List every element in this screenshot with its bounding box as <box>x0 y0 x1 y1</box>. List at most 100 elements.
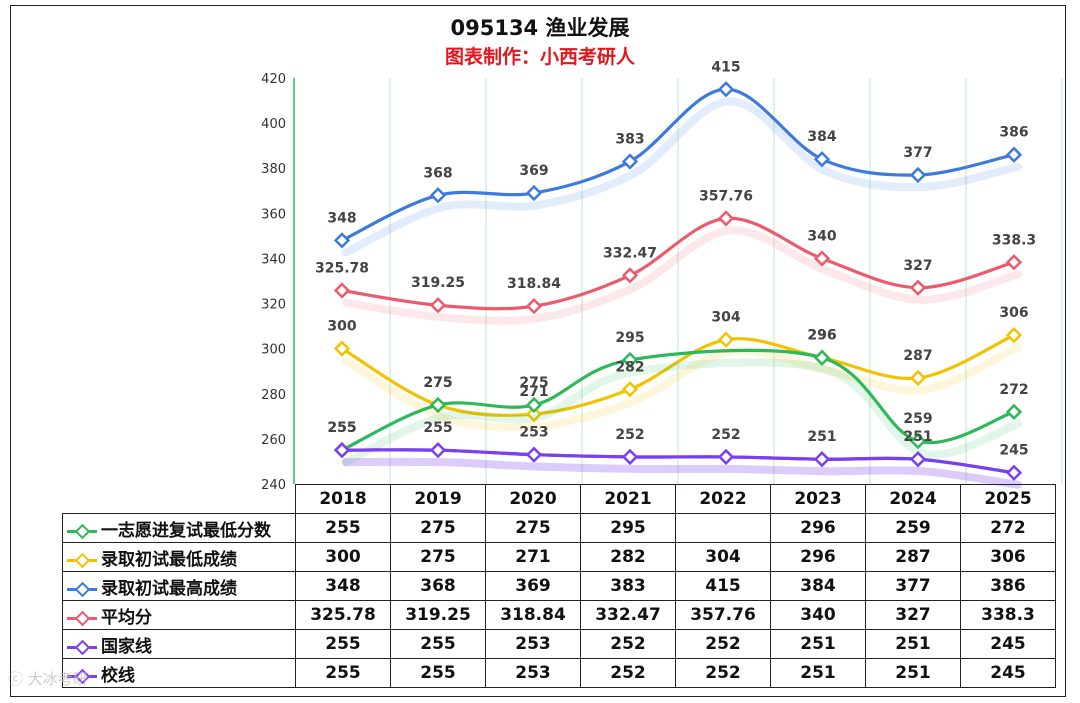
series-3-point <box>717 210 735 227</box>
table-row: 录取初试最高成绩 348 368 369 383 415 384 377 386 <box>62 571 1056 601</box>
series-layer <box>333 81 1023 489</box>
series-2-line <box>340 87 1016 242</box>
y-tick-label: 360 <box>261 207 286 222</box>
data-table: 2018 2019 2020 2021 2022 2023 2024 2025 一志愿进复试最… <box>62 484 1056 688</box>
series-0-data-label: 259 <box>903 411 932 427</box>
series-1-point <box>621 381 639 398</box>
chart-subtitle: 图表制作：小西考研人 <box>444 46 635 68</box>
table-cell <box>675 513 771 543</box>
series-4-data-label: 255 <box>327 420 356 436</box>
series-name: 一志愿进复试最低分数 <box>101 520 271 541</box>
series-4-point <box>621 448 639 466</box>
series-0-point <box>429 396 447 414</box>
legend-marker-icon <box>67 523 97 539</box>
series-3-data-label: 319.25 <box>411 275 465 291</box>
table-cell: 275 <box>485 513 581 543</box>
series-4-data-label: 255 <box>423 420 452 436</box>
table-cell: 304 <box>675 542 771 572</box>
table-cell: 384 <box>770 571 866 601</box>
table-cell: 271 <box>485 542 581 572</box>
table-column-header: 2022 <box>675 484 771 514</box>
table-cell: 255 <box>295 658 391 688</box>
series-4-line <box>340 448 1016 475</box>
series-name: 国家线 <box>101 636 152 657</box>
table-row-header: 校线 <box>62 658 296 688</box>
y-tick-label: 280 <box>261 388 286 403</box>
series-4-data-label: 245 <box>999 443 1028 459</box>
table-cell: 253 <box>485 658 581 688</box>
table-column-header: 2025 <box>960 484 1056 514</box>
series-2-point <box>909 166 927 184</box>
series-4-shadow <box>342 457 1022 489</box>
series-3-point <box>909 279 927 296</box>
series-1-point <box>717 331 735 348</box>
series-name: 录取初试最高成绩 <box>101 578 237 599</box>
series-3-data-label: 325.78 <box>315 261 369 277</box>
table-cell: 348 <box>295 571 391 601</box>
series-2-point <box>621 153 639 170</box>
chart-title: 095134 渔业发展 <box>450 16 630 40</box>
table-cell: 255 <box>390 658 486 688</box>
series-4-data-label: 253 <box>519 425 548 441</box>
table-row: 平均分 325.78 319.25 318.84 332.47 357.76 340 327 3… <box>62 600 1056 630</box>
table-cell: 327 <box>865 600 961 630</box>
table-cell: 338.3 <box>960 600 1056 630</box>
series-3-point <box>525 298 543 315</box>
series-2-data-label: 384 <box>807 129 836 145</box>
table-cell: 252 <box>675 658 771 688</box>
table-column-header: 2020 <box>485 484 581 514</box>
series-2-shadow <box>342 97 1022 257</box>
series-0-data-label: 296 <box>807 328 836 344</box>
table-cell: 252 <box>580 629 676 659</box>
table-row-header: 录取初试最低成绩 <box>62 542 296 572</box>
series-3-data-label: 327 <box>903 258 932 274</box>
table-cell: 368 <box>390 571 486 601</box>
table-cell: 255 <box>390 629 486 659</box>
series-0-data-label: 295 <box>615 330 644 346</box>
table-row: 国家线 255 255 253 252 252 251 251 245 <box>62 629 1056 659</box>
table-cell: 325.78 <box>295 600 391 630</box>
series-2-point <box>333 232 351 249</box>
table-column-header: 2024 <box>865 484 961 514</box>
series-3-data-label: 357.76 <box>699 188 753 204</box>
series-0-point <box>525 396 543 414</box>
legend-marker-icon <box>67 552 97 568</box>
table-cell: 252 <box>580 658 676 688</box>
table-cell: 251 <box>865 658 961 688</box>
table-cell: 275 <box>390 513 486 543</box>
grid-layer <box>293 78 1063 484</box>
series-5-shadow <box>342 457 1022 489</box>
series-2-point <box>1005 146 1023 163</box>
series-4-data-label: 251 <box>807 429 836 445</box>
table-cell: 383 <box>580 571 676 601</box>
series-1-point <box>525 405 543 423</box>
series-name: 校线 <box>101 665 135 686</box>
series-3-data-label: 338.3 <box>992 232 1036 248</box>
y-tick-label: 420 <box>261 72 286 87</box>
table-row-header: 国家线 <box>62 629 296 659</box>
series-3-point <box>813 250 831 267</box>
series-2-data-label: 377 <box>903 145 932 161</box>
legend-marker-icon <box>67 610 97 626</box>
y-axis: 240 260 280 300 320 340 360 380 400 420 <box>261 72 286 493</box>
series-4-point <box>525 446 543 463</box>
series-name: 平均分 <box>101 607 152 628</box>
table-cell: 295 <box>580 513 676 543</box>
table-cell: 306 <box>960 542 1056 572</box>
table-cell: 296 <box>770 542 866 572</box>
series-2-data-label: 415 <box>711 59 740 75</box>
series-2-point <box>717 81 735 98</box>
series-0-point <box>813 349 831 366</box>
legend-marker-icon <box>67 639 97 655</box>
series-2-data-label: 386 <box>999 125 1028 141</box>
series-4-data-label: 252 <box>711 427 740 443</box>
table-cell: 252 <box>675 629 771 659</box>
y-tick-label: 340 <box>261 252 286 267</box>
legend-marker-icon <box>67 581 97 597</box>
table-cell: 319.25 <box>390 600 486 630</box>
series-2-data-label: 368 <box>423 165 452 181</box>
table-row: 录取初试最低成绩 300 275 271 282 304 296 287 306 <box>62 542 1056 572</box>
table-cell: 296 <box>770 513 866 543</box>
series-3-shadow <box>342 226 1022 325</box>
